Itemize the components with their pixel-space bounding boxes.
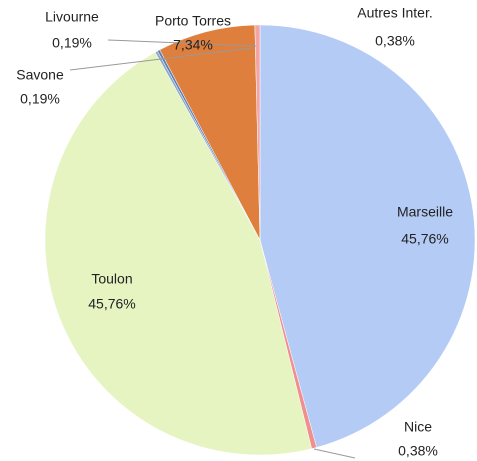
slice-label: Nice xyxy=(404,419,432,435)
slice-label: Savone xyxy=(16,67,64,83)
slice-value-label: 45,76% xyxy=(88,296,135,312)
pie-slice xyxy=(159,24,261,241)
slice-value-label: 0,19% xyxy=(52,35,92,51)
pie-slice xyxy=(44,51,312,456)
slice-label: Porto Torres xyxy=(155,13,231,29)
slice-value-label: 0,19% xyxy=(20,91,60,107)
slice-value-label: 0,38% xyxy=(375,33,415,49)
slice-value-label: 0,38% xyxy=(398,443,438,459)
leader-line xyxy=(107,39,257,47)
leader-line xyxy=(69,47,253,71)
pie-slice xyxy=(259,24,476,448)
leader-line xyxy=(313,448,356,459)
slice-label: Livourne xyxy=(45,9,99,25)
pie-slice xyxy=(254,24,261,241)
slice-label: Marseille xyxy=(397,204,453,220)
slice-value-label: 7,34% xyxy=(173,37,213,53)
slice-label: Autres Inter. xyxy=(357,5,432,21)
slice-value-label: 45,76% xyxy=(401,231,448,247)
slice-label: Toulon xyxy=(91,271,132,287)
